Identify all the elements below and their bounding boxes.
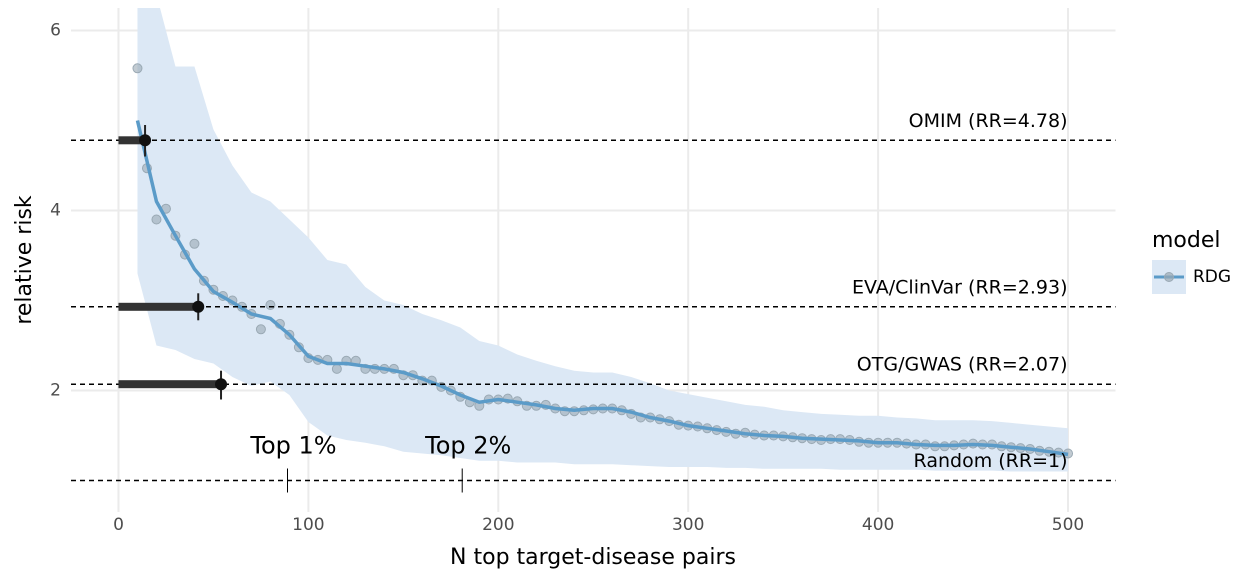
y-tick-label: 6	[50, 21, 61, 41]
y-tick-label: 2	[50, 381, 61, 401]
data-point	[265, 300, 276, 310]
overlay: RDG OMIM (RR=4.78) EVA/ClinVar (RR=2.93) OT…	[71, 110, 1231, 493]
legend-title: model	[1152, 228, 1221, 253]
reference-label: Random (RR=1)	[914, 450, 1068, 472]
trend-line	[135, 120, 1069, 457]
confidence-ribbon	[137, 8, 1069, 472]
annotation-label: Top 1%	[249, 432, 336, 460]
plot-area	[132, 8, 1074, 472]
x-tick-label: 400	[862, 515, 894, 535]
x-tick-label: 0	[113, 515, 124, 535]
y-axis-label: relative risk	[12, 195, 37, 325]
x-tick-label: 100	[292, 515, 324, 535]
data-point	[189, 238, 200, 249]
source-point	[139, 134, 152, 147]
x-axis-label: N top target-disease pairs	[450, 545, 736, 570]
source-bar	[118, 302, 199, 311]
y-tick-label: 4	[50, 201, 61, 221]
x-tick-label: 500	[1052, 515, 1084, 535]
data-point	[255, 324, 266, 335]
x-tick-label: 200	[482, 515, 514, 535]
annotation-label: Top 2%	[424, 432, 511, 460]
source-bar	[118, 380, 222, 389]
data-point	[151, 214, 162, 225]
legend-label: RDG	[1193, 267, 1231, 287]
reference-label: OTG/GWAS (RR=2.07)	[857, 354, 1068, 376]
source-bar	[118, 136, 146, 145]
legend-point	[1164, 272, 1174, 282]
data-point	[331, 363, 342, 374]
x-tick-label: 300	[672, 515, 704, 535]
reference-label: OMIM (RR=4.78)	[909, 110, 1068, 132]
reference-label: EVA/ClinVar (RR=2.93)	[852, 276, 1068, 298]
source-point	[192, 300, 205, 313]
source-point	[215, 378, 228, 391]
data-point	[132, 63, 143, 74]
